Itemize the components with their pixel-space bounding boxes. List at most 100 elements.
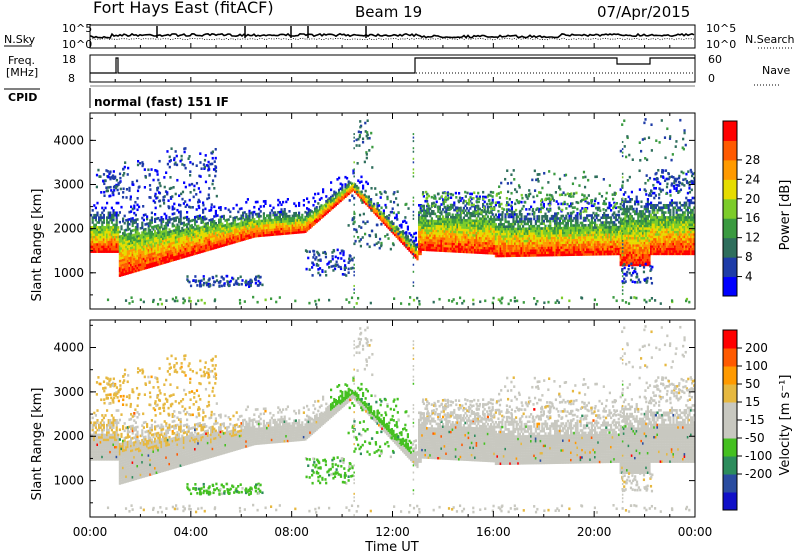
power-cell [126, 220, 129, 224]
power-cell [266, 228, 269, 232]
power-cell [512, 249, 515, 253]
power-cell [507, 235, 510, 238]
power-cell [486, 244, 489, 248]
power-cell [126, 225, 129, 229]
power-cell [130, 220, 133, 223]
power-cell [187, 217, 190, 221]
power-cell [579, 221, 582, 225]
power-cell [598, 218, 601, 222]
power-cell [293, 229, 296, 232]
power-cell [651, 240, 654, 244]
power-cell [563, 253, 566, 257]
power-cell [349, 191, 352, 194]
power-cell [474, 221, 477, 225]
power-cell [640, 232, 643, 235]
power-cell [139, 226, 142, 230]
power-cell [571, 224, 574, 227]
power-cell [530, 246, 533, 250]
power-cell [134, 213, 137, 217]
power-cell [632, 217, 635, 221]
power-cell [190, 241, 193, 244]
power-cell [150, 247, 153, 251]
power-cell [163, 256, 166, 259]
power-cell [616, 250, 619, 253]
power-cell [539, 249, 542, 252]
power-cell [437, 249, 440, 252]
power-cell [499, 247, 502, 250]
power-cell [280, 217, 283, 221]
power-cell [603, 245, 606, 249]
power-cell [102, 216, 105, 219]
power-cell [450, 225, 453, 229]
power-cell [603, 235, 606, 239]
power-cell [338, 196, 341, 199]
power-cell [549, 248, 552, 252]
power-cell [147, 251, 150, 254]
power-cell [606, 213, 609, 217]
power-cell [163, 251, 166, 255]
power-cell [630, 236, 633, 240]
power-cell [533, 229, 536, 233]
power-cell [613, 223, 616, 227]
power-cell [510, 201, 513, 204]
power-cell [549, 246, 552, 250]
power-cell [450, 196, 453, 200]
power-cell [518, 242, 521, 245]
power-cell [258, 232, 261, 235]
power-cell [587, 243, 590, 246]
power-cell [640, 224, 643, 228]
power-cell [517, 242, 520, 245]
power-cell [619, 234, 622, 238]
power-cell [504, 254, 507, 258]
power-cell [515, 247, 518, 250]
power-cell [211, 247, 214, 250]
power-cell [642, 227, 645, 230]
power-cell [227, 227, 230, 231]
power-cell [502, 254, 505, 258]
power-cell [637, 258, 640, 262]
power-cell [144, 247, 147, 251]
power-cell [605, 213, 608, 217]
power-cell [395, 230, 398, 234]
power-cell [440, 225, 443, 228]
power-cell [144, 266, 147, 270]
power-cell [99, 240, 102, 244]
power-cell [197, 239, 200, 242]
power-cell [165, 241, 168, 244]
power-cell [477, 219, 480, 223]
power-cell [93, 204, 96, 207]
power-cell [149, 221, 152, 225]
power-cell [101, 247, 104, 251]
power-cell [259, 231, 262, 235]
power-cell [347, 192, 350, 196]
power-cell [275, 220, 278, 224]
power-cell [99, 233, 102, 236]
power-cell [522, 237, 525, 240]
power-cell [136, 261, 139, 265]
power-cell [190, 219, 193, 222]
power-cell [99, 250, 102, 253]
power-cell [626, 253, 629, 257]
power-cell [597, 243, 600, 246]
power-cell [501, 242, 504, 246]
power-cell [490, 242, 493, 245]
power-cell [445, 235, 448, 238]
power-cell [330, 181, 333, 184]
power-cell [101, 235, 104, 239]
power-cell [483, 200, 486, 204]
power-cell [90, 238, 93, 241]
power-cell [541, 227, 544, 230]
power-cell [650, 245, 653, 248]
power-cell [464, 214, 467, 217]
power-cell [555, 226, 558, 230]
power-cell [120, 251, 123, 255]
power-cell [290, 219, 293, 223]
power-cell [549, 251, 552, 254]
power-cell [122, 241, 125, 245]
power-cell [112, 247, 115, 251]
power-cell [170, 249, 173, 253]
power-cell [174, 243, 177, 246]
power-cell [528, 249, 531, 252]
power-cell [165, 231, 168, 235]
power-cell [552, 239, 555, 242]
